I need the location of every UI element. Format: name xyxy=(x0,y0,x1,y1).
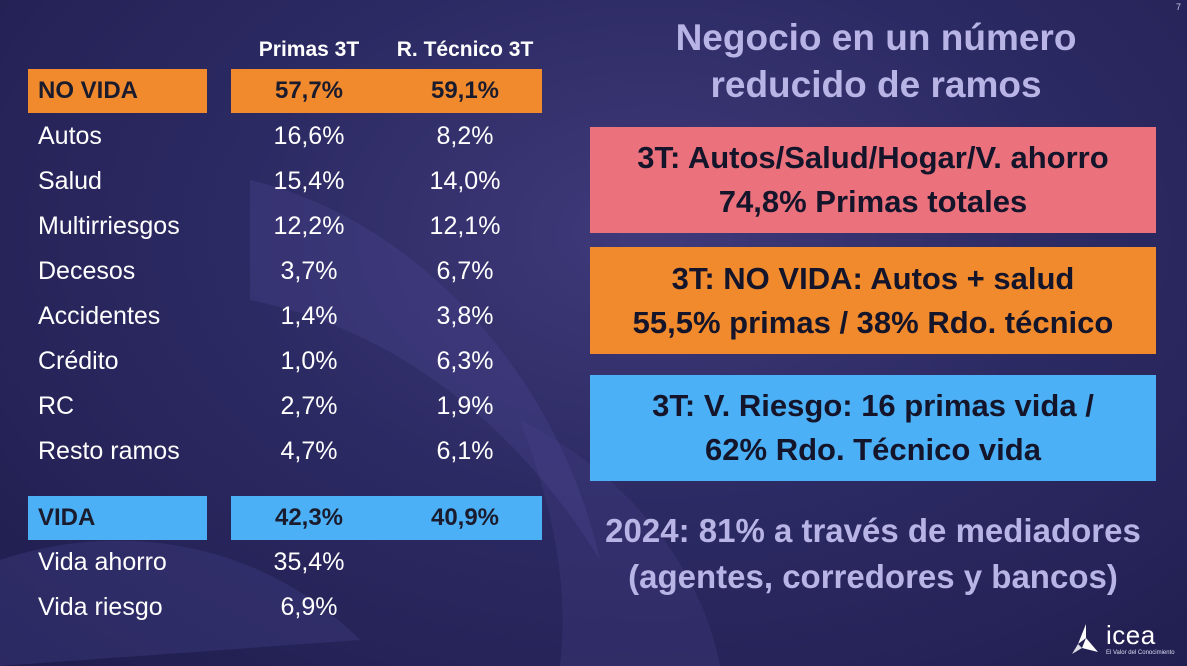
table-row-multirriesgos: Multirriesgos 12,2% 12,1% xyxy=(0,204,560,249)
slide-title: Negocio en un número reducido de ramos xyxy=(600,14,1152,108)
row-tecnico: 3,8% xyxy=(436,302,494,330)
vida-tecnico: 40,9% xyxy=(430,504,500,531)
row-tecnico: 14,0% xyxy=(429,167,501,195)
row-primas: 12,2% xyxy=(273,212,345,240)
highlight-box-vida-riesgo: 3T: V. Riesgo: 16 primas vida / 62% Rdo.… xyxy=(590,375,1156,481)
row-name: Resto ramos xyxy=(38,437,180,465)
row-name: Multirriesgos xyxy=(38,212,180,240)
row-primas: 15,4% xyxy=(273,167,345,195)
row-name: RC xyxy=(38,392,75,420)
highlight-box-autos-salud-hogar: 3T: Autos/Salud/Hogar/V. ahorro 74,8% Pr… xyxy=(590,127,1156,233)
mediadores-note: 2024: 81% a través de mediadores (agente… xyxy=(590,508,1156,600)
row-primas: 16,6% xyxy=(273,122,345,150)
row-primas: 3,7% xyxy=(280,257,338,285)
no-vida-tecnico: 59,1% xyxy=(430,77,500,104)
row-primas: 1,4% xyxy=(280,302,338,330)
table-row-decesos: Decesos 3,7% 6,7% xyxy=(0,249,560,294)
vida-label-band: VIDA xyxy=(28,496,207,540)
row-primas: 2,7% xyxy=(280,392,338,420)
row-name: Accidentes xyxy=(38,302,161,330)
table-row-autos: Autos 16,6% 8,2% xyxy=(0,114,560,159)
box-line2: 62% Rdo. Técnico vida xyxy=(705,432,1041,467)
logo-tagline: El Valor del Conocimiento xyxy=(1106,650,1175,656)
page-number: 7 xyxy=(1175,2,1181,12)
no-vida-primas: 57,7% xyxy=(274,77,344,104)
box-line1: 3T: V. Riesgo: 16 primas vida / xyxy=(652,388,1094,423)
vida-values-band: 42,3% 40,9% xyxy=(231,496,542,540)
slide-title-line1: Negocio en un número xyxy=(675,17,1077,58)
icea-logo-icon xyxy=(1072,624,1098,654)
row-primas: 6,9% xyxy=(280,593,338,621)
row-primas: 35,4% xyxy=(273,548,345,576)
table-row-accidentes: Accidentes 1,4% 3,8% xyxy=(0,294,560,339)
row-tecnico: 12,1% xyxy=(429,212,501,240)
slide-title-line2: reducido de ramos xyxy=(710,64,1042,105)
table-row-salud: Salud 15,4% 14,0% xyxy=(0,159,560,204)
row-tecnico: 6,3% xyxy=(436,347,494,375)
mediadores-line1: 2024: 81% a través de mediadores xyxy=(605,512,1141,549)
row-name: Salud xyxy=(38,167,102,195)
no-vida-label: NO VIDA xyxy=(38,77,139,104)
mediadores-line2: (agentes, corredores y bancos) xyxy=(628,558,1118,595)
no-vida-label-band: NO VIDA xyxy=(28,69,207,113)
icea-logo: icea El Valor del Conocimiento xyxy=(1068,620,1178,662)
highlight-box-no-vida: 3T: NO VIDA: Autos + salud 55,5% primas … xyxy=(590,247,1156,354)
row-tecnico: 1,9% xyxy=(436,392,494,420)
box-line1: 3T: NO VIDA: Autos + salud xyxy=(671,260,1075,296)
box-line2: 74,8% Primas totales xyxy=(718,184,1028,219)
no-vida-values-band: 57,7% 59,1% xyxy=(231,69,542,113)
table-row-credito: Crédito 1,0% 6,3% xyxy=(0,339,560,384)
header-tecnico: R. Técnico 3T xyxy=(396,38,534,61)
row-name: Decesos xyxy=(38,257,136,285)
box-line1: 3T: Autos/Salud/Hogar/V. ahorro xyxy=(637,140,1109,175)
row-name: Crédito xyxy=(38,347,119,375)
table-row-vida-ahorro: Vida ahorro 35,4% xyxy=(0,540,560,585)
vida-primas: 42,3% xyxy=(274,504,344,531)
row-name: Autos xyxy=(38,122,102,150)
row-primas: 4,7% xyxy=(280,437,338,465)
box-line2: 55,5% primas / 38% Rdo. técnico xyxy=(632,304,1114,340)
header-primas: Primas 3T xyxy=(258,38,360,61)
table-row-rc: RC 2,7% 1,9% xyxy=(0,384,560,429)
logo-wordmark: icea xyxy=(1106,620,1156,650)
row-tecnico: 8,2% xyxy=(436,122,494,150)
vida-label: VIDA xyxy=(38,504,96,531)
row-primas: 1,0% xyxy=(280,347,338,375)
table-row-vida-riesgo: Vida riesgo 6,9% xyxy=(0,585,560,630)
row-tecnico: 6,7% xyxy=(436,257,494,285)
row-name: Vida riesgo xyxy=(38,593,163,621)
row-name: Vida ahorro xyxy=(38,548,167,576)
table-row-resto-ramos: Resto ramos 4,7% 6,1% xyxy=(0,429,560,474)
row-tecnico: 6,1% xyxy=(436,437,494,465)
